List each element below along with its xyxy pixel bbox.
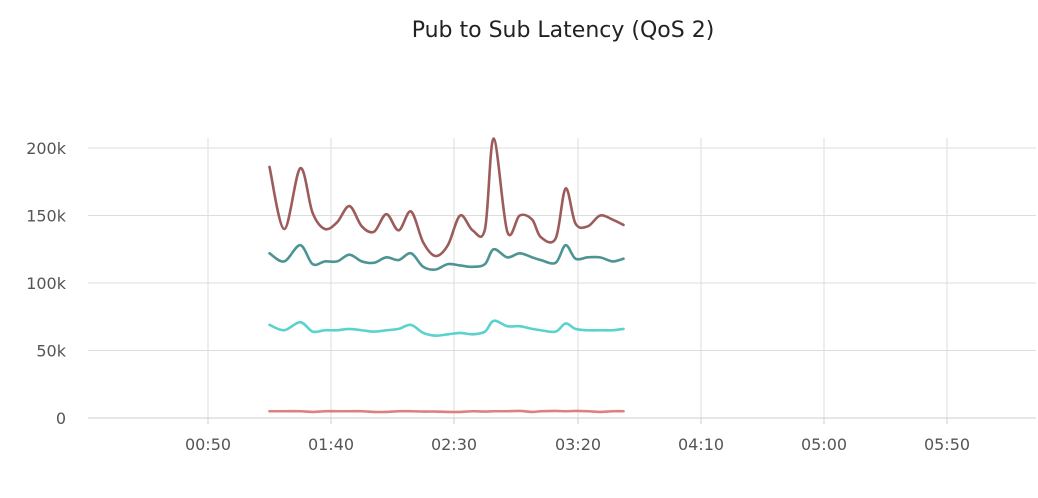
series-line-3: [268, 319, 625, 337]
series-line-4: [268, 409, 625, 414]
y-tick-label: 50k: [36, 342, 66, 361]
x-tick-label: 05:50: [924, 435, 970, 454]
series-line-2: [268, 243, 625, 271]
y-tick-label: 100k: [26, 274, 67, 293]
y-tick-label: 150k: [26, 207, 67, 226]
x-tick-label: 04:10: [678, 435, 724, 454]
x-tick-label: 05:00: [801, 435, 847, 454]
x-tick-label: 03:20: [555, 435, 601, 454]
x-tick-label: 00:50: [185, 435, 231, 454]
chart-title: Pub to Sub Latency (QoS 2): [411, 18, 715, 43]
y-tick-label: 0: [56, 409, 66, 428]
y-tick-label: 200k: [26, 139, 67, 158]
x-tick-label: 01:40: [308, 435, 354, 454]
series-line-1: [268, 137, 625, 258]
x-tick-label: 02:30: [431, 435, 477, 454]
